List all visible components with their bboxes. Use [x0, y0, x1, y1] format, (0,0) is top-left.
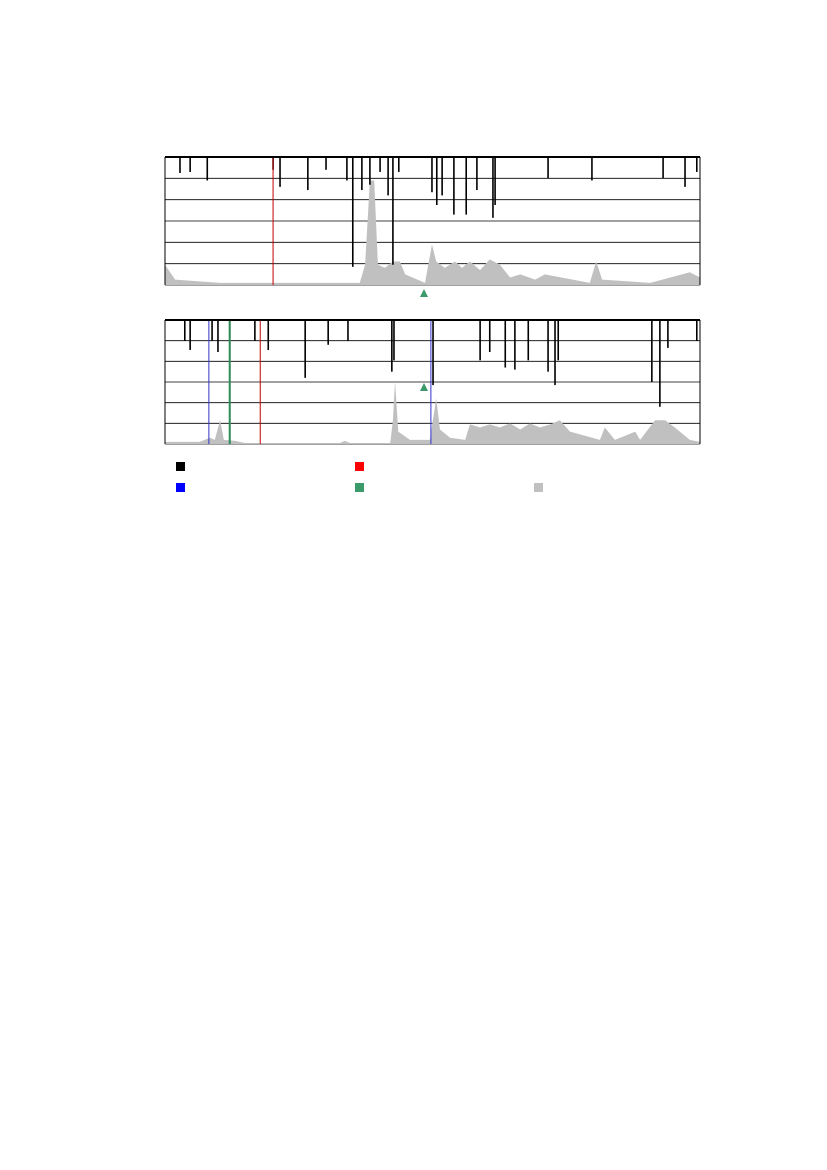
legend-swatch [355, 483, 364, 492]
coverage-area [165, 380, 700, 444]
marker-triangle [420, 383, 428, 391]
coverage-area [165, 180, 700, 285]
legend-swatch [176, 462, 185, 471]
legend-swatch [176, 483, 185, 492]
legend-swatch [534, 483, 543, 492]
marker-triangle [420, 289, 428, 297]
legend-swatch [355, 462, 364, 471]
